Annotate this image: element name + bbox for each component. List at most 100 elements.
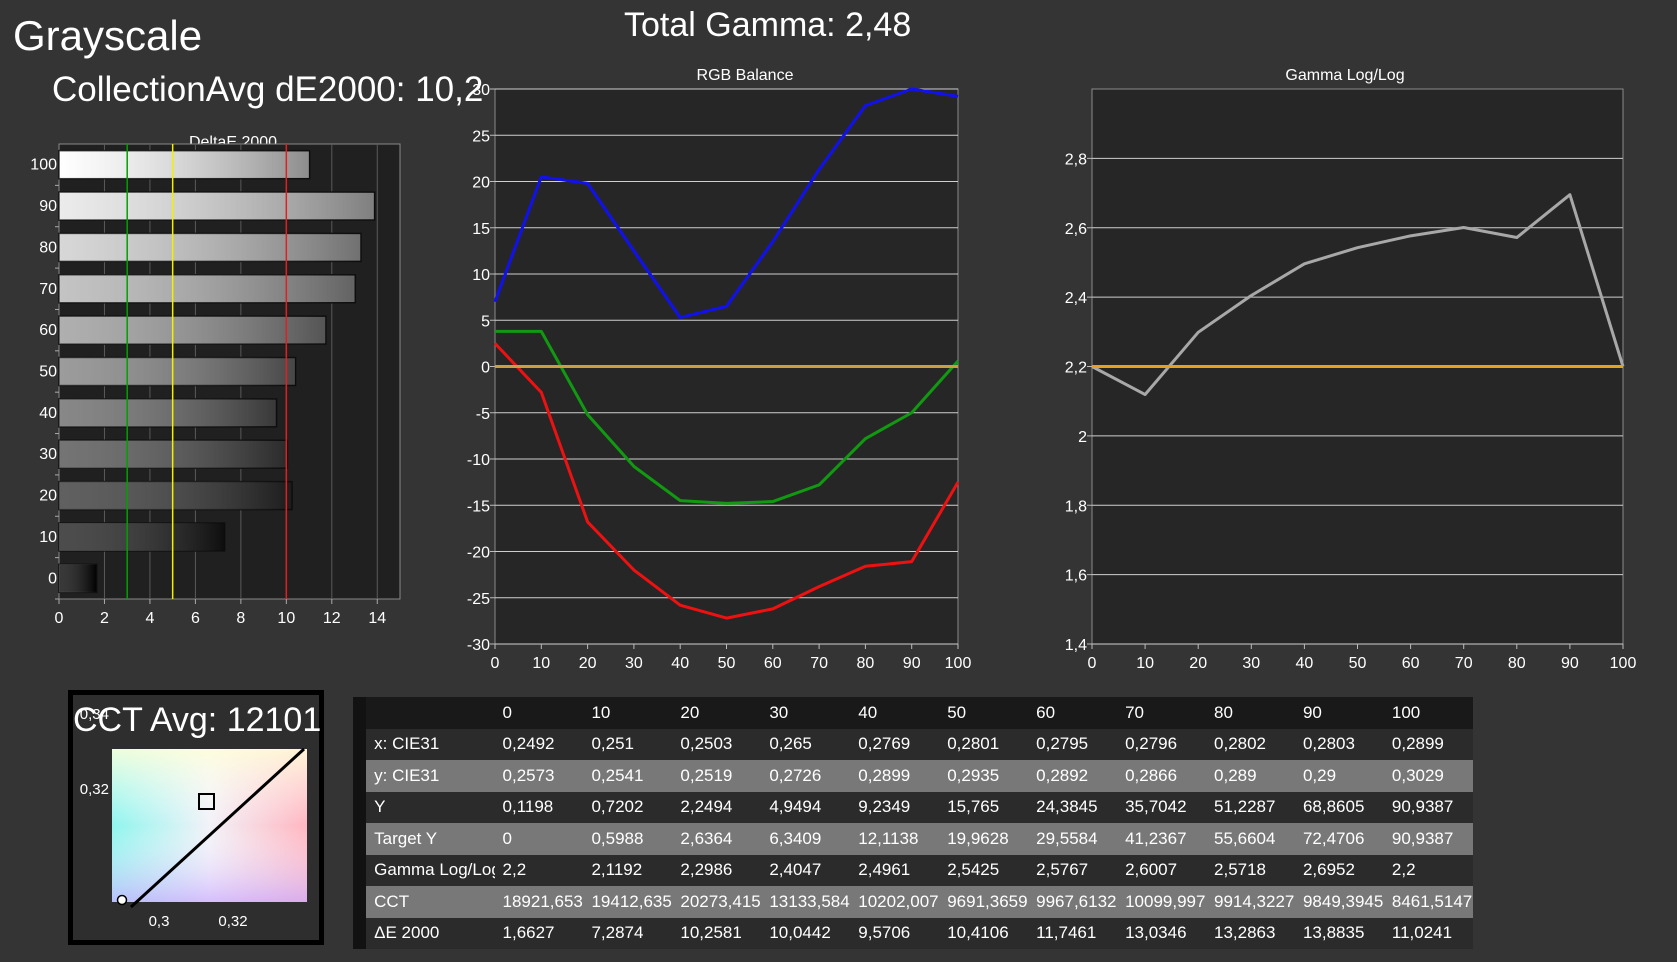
deltae-bar-shade: [59, 357, 296, 386]
table-cell: 10,2581: [672, 917, 762, 949]
deltae-bar-shade: [59, 274, 356, 303]
table-column-header: 60: [1028, 697, 1118, 729]
table-edge: [353, 697, 367, 729]
rgb-y-tick-label: -20: [467, 545, 490, 562]
table-cell: 2,5425: [939, 854, 1029, 886]
collection-avg-de-label: CollectionAvg dE2000: 10,2: [52, 70, 484, 109]
table-cell: 0,2935: [939, 760, 1029, 792]
table-cell: 51,2287: [1206, 791, 1295, 823]
gamma-y-tick-label: 2: [1078, 429, 1087, 446]
deltae-bar-shade: [59, 316, 327, 345]
table-row: Y 0,1198 0,7202 2,2494 4,9494 9,2349 15,765 24,…: [353, 791, 1473, 823]
gamma-x-tick-label: 40: [1296, 655, 1314, 672]
gamma-chart-title: Gamma Log/Log: [1285, 67, 1404, 84]
deltae-bar-shade: [59, 192, 375, 221]
table-cell: 0,3029: [1383, 760, 1473, 792]
table-cell: 0,1198: [494, 791, 584, 823]
deltae-y-tick-label: 0: [48, 570, 57, 587]
table-cell: 0,2866: [1117, 760, 1207, 792]
rgb-y-tick-label: -15: [467, 498, 490, 515]
gamma-x-tick-label: 60: [1402, 655, 1420, 672]
deltae-bar-chart: DeltaE 2000 0 2 4 6 8 10 12 1401020304050607080…: [30, 134, 401, 627]
gamma-x-tick-label: 50: [1349, 655, 1367, 672]
table-cell: 0,265: [761, 728, 851, 760]
rgb-x-tick-label: 100: [945, 655, 972, 672]
table-cell: 10,4106: [939, 917, 1029, 949]
rgb-x-tick-label: 0: [491, 655, 500, 672]
table-cell: 10099,997: [1117, 886, 1207, 918]
deltae-y-tick-label: 100: [30, 157, 57, 174]
table-cell: 9,2349: [850, 791, 940, 823]
table-cell: 2,4961: [850, 854, 940, 886]
table-cell: 0,2802: [1206, 728, 1295, 760]
table-row: y: CIE31 0,2573 0,2541 0,2519 0,2726 0,2899 0,…: [353, 760, 1473, 792]
table-cell: 0,2899: [850, 760, 940, 792]
deltae-y-tick-label: 20: [39, 488, 57, 505]
table-cell: 10202,007: [850, 886, 940, 918]
table-cell: 72,4706: [1294, 823, 1384, 855]
table-column-header: 40: [850, 697, 940, 729]
table-cell: 19,9628: [939, 823, 1029, 855]
page-title: Grayscale: [13, 12, 203, 59]
rgb-series-line: [493, 342, 960, 620]
deltae-x-tick-label: 12: [323, 610, 341, 627]
table-cell: 15,765: [939, 791, 1029, 823]
table-column-header: 100: [1383, 697, 1473, 729]
table-cell: 13,0346: [1117, 917, 1207, 949]
table-column-header: 80: [1206, 697, 1295, 729]
gamma-y-tick-label: 2,4: [1065, 290, 1087, 307]
cie-y-tick: 0,34: [80, 706, 109, 723]
table-cell: 13133,5843: [761, 886, 851, 918]
cie-x-tick: 0,3: [149, 913, 170, 930]
deltae-y-tick-label: 80: [39, 239, 57, 256]
table-row: CCT 18921,6539 19412,6356 20273,4152 13133,5…: [353, 886, 1473, 918]
table-row: Target Y 0 0,5988 2,6364 6,3409 12,1138 19,962…: [353, 823, 1473, 855]
table-cell: 0,2726: [761, 760, 851, 792]
table-cell: 19412,6356: [583, 886, 673, 918]
table-row: x: CIE31 0,2492 0,251 0,2503 0,265 0,2769 0,28…: [353, 728, 1473, 760]
table-cell: 0,2492: [494, 728, 584, 760]
gamma-x-tick-label: 10: [1136, 655, 1154, 672]
deltae-x-tick-label: 2: [100, 610, 109, 627]
table-column-header: 70: [1117, 697, 1207, 729]
rgb-y-tick-label: 0: [481, 360, 490, 377]
planckian-locus-line: [129, 747, 306, 909]
rgb-chart-title: RGB Balance: [697, 67, 794, 84]
deltae-bar-shade: [59, 150, 310, 179]
table-cell: 11,7461: [1028, 917, 1118, 949]
table-cell: 90,9387: [1383, 823, 1473, 855]
table-cell: 20273,4152: [672, 886, 762, 918]
rgb-x-tick-label: 50: [718, 655, 736, 672]
rgb-x-tick-label: 80: [857, 655, 875, 672]
deltae-bar-shade: [59, 522, 225, 551]
cie-x-tick: 0,32: [218, 913, 247, 930]
gamma-x-tick-label: 100: [1610, 655, 1637, 672]
deltae-y-tick-label: 60: [39, 322, 57, 339]
table-cell: 12,1138: [850, 823, 940, 855]
table-cell: 13,8835: [1294, 917, 1384, 949]
table-cell: 2,1192: [583, 854, 673, 886]
gamma-x-tick-label: 80: [1508, 655, 1526, 672]
table-cell: 0,2801: [939, 728, 1029, 760]
cct-average-marker: [198, 793, 215, 810]
table-cell: 2,2: [494, 854, 584, 886]
table-cell: 0,7202: [583, 791, 673, 823]
table-cell: 2,2494: [672, 791, 762, 823]
deltae-bar-shade: [59, 398, 277, 427]
deltae-x-tick-label: 6: [191, 610, 200, 627]
gamma-y-tick-label: 1,8: [1065, 498, 1087, 515]
table-cell: 0,289: [1206, 760, 1295, 792]
table-cell: 2,2: [1383, 854, 1473, 886]
rgb-x-tick-label: 20: [579, 655, 597, 672]
table-cell: 0: [494, 823, 584, 855]
table-row-label: Y: [366, 791, 495, 823]
rgb-y-tick-label: 10: [472, 267, 490, 284]
rgb-y-tick-label: -5: [476, 406, 490, 423]
table-cell: 7,2874: [583, 917, 673, 949]
table-cell: 0,5988: [583, 823, 673, 855]
deltae-x-tick-label: 14: [368, 610, 386, 627]
gamma-y-tick-label: 1,6: [1065, 568, 1087, 585]
table-edge: [353, 854, 367, 886]
table-cell: 2,2986: [672, 854, 762, 886]
table-column-header: 30: [761, 697, 851, 729]
